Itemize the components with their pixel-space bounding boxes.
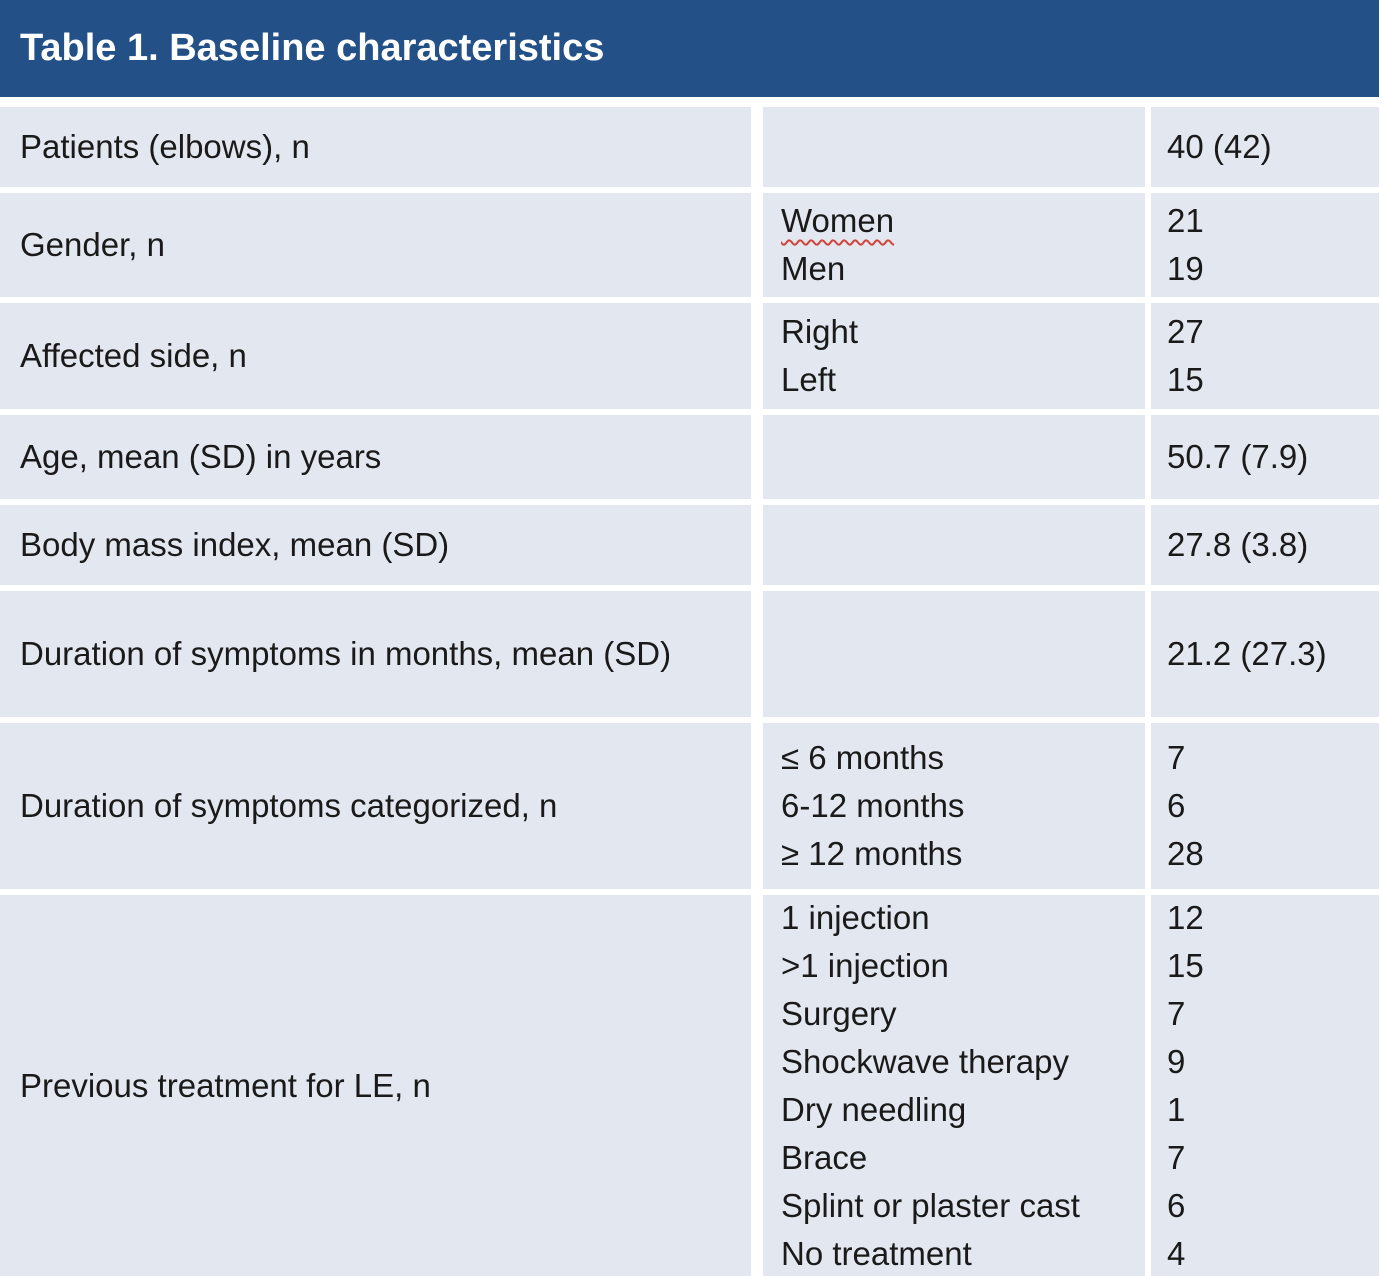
value-line: 9: [1167, 1043, 1186, 1080]
value-cell: 12 15 7 9 1 7 6 4: [1151, 895, 1379, 1276]
category-line: ≤ 6 months: [781, 739, 945, 776]
value-line: 15: [1167, 947, 1204, 984]
category-cell: [763, 505, 1145, 585]
category-line: Shockwave therapy: [781, 1043, 1069, 1080]
table-row-age: Age, mean (SD) in years 50.7 (7.9): [0, 415, 1379, 499]
value-cell: 7 6 28: [1151, 723, 1379, 889]
label-cell: Patients (elbows), n: [0, 107, 751, 187]
category-line: 1 injection: [781, 899, 930, 936]
row-label: Age, mean (SD) in years: [20, 438, 382, 475]
table-row-gender: Gender, n Women Men 21 19: [0, 193, 1379, 297]
value-line: 12: [1167, 899, 1204, 936]
row-label: Duration of symptoms categorized, n: [20, 787, 558, 824]
value-cell: 50.7 (7.9): [1151, 415, 1379, 499]
value-line: 7: [1167, 995, 1186, 1032]
misspelled-word: Women: [781, 202, 895, 239]
value-line: 7: [1167, 1139, 1186, 1176]
label-cell: Duration of symptoms categorized, n: [0, 723, 751, 889]
value-line: 6: [1167, 787, 1186, 824]
label-cell: Body mass index, mean (SD): [0, 505, 751, 585]
category-cell: Women Men: [763, 193, 1145, 297]
category-cell: [763, 107, 1145, 187]
table-row-patients: Patients (elbows), n 40 (42): [0, 107, 1379, 187]
category-line: Women: [781, 197, 1145, 245]
value-line: 27: [1167, 313, 1204, 350]
value-line: 1: [1167, 1091, 1186, 1128]
category-line: Brace: [781, 1139, 868, 1176]
value-line: 7: [1167, 739, 1186, 776]
category-line: No treatment: [781, 1235, 972, 1272]
value-cell: 27 15: [1151, 303, 1379, 409]
category-line: Right: [781, 313, 859, 350]
label-cell: Affected side, n: [0, 303, 751, 409]
category-cell: ≤ 6 months 6-12 months ≥ 12 months: [763, 723, 1145, 889]
row-label: Previous treatment for LE, n: [20, 1067, 431, 1104]
value-line: 50.7 (7.9): [1167, 438, 1309, 475]
value-cell: 21 19: [1151, 193, 1379, 297]
table-row-affected-side: Affected side, n Right Left 27 15: [0, 303, 1379, 409]
category-line: Dry needling: [781, 1091, 967, 1128]
value-line: 6: [1167, 1187, 1186, 1224]
value-cell: 21.2 (27.3): [1151, 591, 1379, 717]
category-line: Left: [781, 361, 837, 398]
category-cell: Right Left: [763, 303, 1145, 409]
value-line: 4: [1167, 1235, 1186, 1272]
label-cell: Duration of symptoms in months, mean (SD…: [0, 591, 751, 717]
category-cell: [763, 415, 1145, 499]
value-line: 21: [1167, 202, 1204, 239]
table-title: Table 1. Baseline characteristics: [20, 27, 605, 69]
table-row-bmi: Body mass index, mean (SD) 27.8 (3.8): [0, 505, 1379, 585]
category-line: >1 injection: [781, 947, 949, 984]
value-cell: 40 (42): [1151, 107, 1379, 187]
value-line: 19: [1167, 250, 1204, 287]
value-line: 28: [1167, 835, 1204, 872]
value-line: 27.8 (3.8): [1167, 526, 1309, 563]
value-line: 15: [1167, 361, 1204, 398]
table-row-symptom-duration: Duration of symptoms in months, mean (SD…: [0, 591, 1379, 717]
category-line: Men: [781, 250, 846, 287]
category-line: Surgery: [781, 995, 897, 1032]
table-header: Table 1. Baseline characteristics: [0, 0, 1379, 97]
value-line: 21.2 (27.3): [1167, 635, 1327, 672]
label-cell: Previous treatment for LE, n: [0, 895, 751, 1276]
value-cell: 27.8 (3.8): [1151, 505, 1379, 585]
category-cell: [763, 591, 1145, 717]
category-line: 6-12 months: [781, 787, 965, 824]
value-line: 40 (42): [1167, 128, 1272, 165]
label-cell: Age, mean (SD) in years: [0, 415, 751, 499]
category-cell: 1 injection >1 injection Surgery Shockwa…: [763, 895, 1145, 1276]
table-row-previous-treatment: Previous treatment for LE, n 1 injection…: [0, 895, 1379, 1276]
category-line: ≥ 12 months: [781, 835, 963, 872]
category-line: Splint or plaster cast: [781, 1187, 1080, 1224]
label-cell: Gender, n: [0, 193, 751, 297]
row-label: Gender, n: [20, 226, 165, 263]
row-label: Duration of symptoms in months, mean (SD…: [20, 635, 672, 672]
row-label: Affected side, n: [20, 337, 247, 374]
row-label: Patients (elbows), n: [20, 128, 310, 165]
table-row-symptom-duration-categorized: Duration of symptoms categorized, n ≤ 6 …: [0, 723, 1379, 889]
row-label: Body mass index, mean (SD): [20, 526, 450, 563]
